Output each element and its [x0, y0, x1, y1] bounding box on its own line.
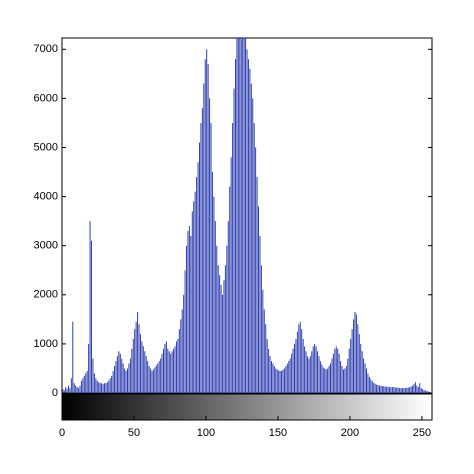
y-tick-label: 2000: [34, 289, 58, 301]
y-tick-label: 1000: [34, 338, 58, 350]
y-tick-label: 0: [52, 387, 58, 399]
x-tick-label: 0: [59, 427, 65, 439]
x-tick-label: 150: [269, 427, 287, 439]
y-tick-label: 5000: [34, 141, 58, 153]
x-tick-label: 250: [413, 427, 431, 439]
x-tick-label: 100: [197, 427, 215, 439]
colorbar: [62, 394, 429, 420]
colorbar-frame: [61, 393, 433, 421]
bars: [62, 38, 431, 393]
y-tick-label: 6000: [34, 92, 58, 104]
x-tick-label: 50: [128, 427, 140, 439]
y-tick-label: 3000: [34, 240, 58, 252]
y-tick-label: 7000: [34, 43, 58, 55]
y-tick-label: 4000: [34, 191, 58, 203]
x-tick-label: 200: [341, 427, 359, 439]
